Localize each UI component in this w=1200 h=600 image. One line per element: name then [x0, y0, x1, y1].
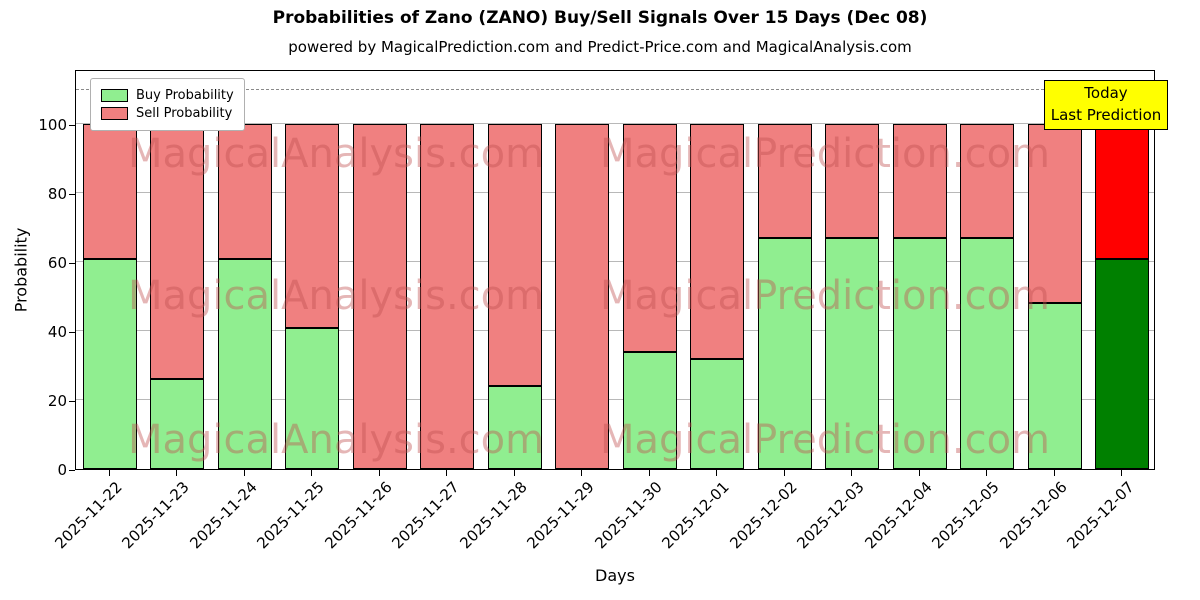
- sell-segment: [1095, 124, 1150, 259]
- x-tick-mark: [446, 470, 448, 476]
- buy-segment: [487, 386, 542, 469]
- y-tick-label: 20: [47, 392, 67, 411]
- stacked-bar: [352, 124, 407, 469]
- x-tick-mark: [986, 470, 988, 476]
- buy-segment: [1095, 258, 1150, 469]
- buy-segment: [892, 237, 947, 469]
- sell-segment: [555, 124, 610, 469]
- sell-segment: [487, 124, 542, 387]
- buy-segment: [757, 237, 812, 469]
- sell-segment: [757, 124, 812, 238]
- gridline: [76, 123, 1154, 125]
- y-tick-mark: [69, 470, 75, 471]
- stacked-bar: [1027, 124, 1082, 469]
- x-tick-mark: [243, 470, 245, 476]
- sell-segment: [285, 124, 340, 328]
- y-tick-label: 60: [47, 254, 67, 273]
- plot-area: [75, 70, 1155, 470]
- y-tick-mark: [69, 401, 75, 403]
- x-tick-mark: [1053, 470, 1055, 476]
- x-tick-mark: [311, 470, 313, 476]
- x-tick-mark: [108, 470, 110, 476]
- sell-segment: [1027, 124, 1082, 304]
- dashed-reference-line: [76, 88, 1154, 90]
- x-tick-mark: [581, 470, 583, 476]
- stacked-bar: [420, 124, 475, 469]
- buy-segment: [217, 258, 272, 469]
- buy-segment: [1027, 303, 1082, 469]
- gridline: [76, 399, 1154, 401]
- stacked-bar: [622, 124, 677, 469]
- x-tick-mark: [1121, 470, 1123, 476]
- buy-swatch-icon: [101, 89, 128, 102]
- buy-segment: [285, 327, 340, 469]
- buy-segment: [825, 237, 880, 469]
- stacked-bar: [555, 124, 610, 469]
- sell-segment: [825, 124, 880, 238]
- legend-buy-label: Buy Probability: [136, 88, 234, 103]
- chart-subtitle: powered by MagicalPrediction.com and Pre…: [288, 38, 912, 56]
- y-tick-mark: [69, 263, 75, 265]
- chart-title: Probabilities of Zano (ZANO) Buy/Sell Si…: [272, 8, 928, 28]
- gridline: [76, 261, 1154, 263]
- buy-segment: [690, 358, 745, 469]
- sell-segment: [622, 124, 677, 352]
- sell-segment: [420, 124, 475, 469]
- gridline: [76, 330, 1154, 332]
- stacked-bar: [150, 124, 205, 469]
- stacked-bar: [960, 124, 1015, 469]
- x-tick-mark: [648, 470, 650, 476]
- stacked-bar: [892, 124, 947, 469]
- legend-row-sell: Sell Probability: [101, 106, 234, 121]
- y-tick-mark: [69, 194, 75, 196]
- sell-segment: [892, 124, 947, 238]
- gridline: [76, 192, 1154, 194]
- y-tick-label: 40: [47, 323, 67, 342]
- y-tick-label: 80: [47, 185, 67, 204]
- stacked-bar: [690, 124, 745, 469]
- y-tick-label: 0: [57, 461, 67, 479]
- sell-segment: [150, 124, 205, 380]
- stacked-bar: [825, 124, 880, 469]
- x-tick-mark: [378, 470, 380, 476]
- today-annotation-box: Today Last Prediction: [1044, 80, 1168, 130]
- legend-sell-label: Sell Probability: [136, 106, 233, 121]
- legend: Buy Probability Sell Probability: [90, 78, 245, 131]
- x-tick-mark: [716, 470, 718, 476]
- stacked-bar: [82, 124, 137, 469]
- stacked-bar: [285, 124, 340, 469]
- annotation-line2: Last Prediction: [1050, 105, 1162, 124]
- buy-segment: [150, 379, 205, 469]
- legend-row-buy: Buy Probability: [101, 88, 234, 103]
- y-tick-label: 100: [38, 116, 67, 135]
- x-axis-label: Days: [595, 566, 635, 585]
- sell-segment: [217, 124, 272, 259]
- sell-segment: [960, 124, 1015, 238]
- x-tick-mark: [783, 470, 785, 476]
- y-tick-mark: [69, 125, 75, 127]
- x-tick-mark: [176, 470, 178, 476]
- x-tick-mark: [851, 470, 853, 476]
- buy-segment: [82, 258, 137, 469]
- x-tick-mark: [513, 470, 515, 476]
- y-tick-mark: [69, 332, 75, 334]
- sell-swatch-icon: [101, 107, 128, 120]
- stacked-bar: [1095, 124, 1150, 469]
- stacked-bar: [217, 124, 272, 469]
- stacked-bar: [757, 124, 812, 469]
- annotation-line1: Today: [1084, 84, 1128, 102]
- buy-segment: [622, 351, 677, 469]
- buy-segment: [960, 237, 1015, 469]
- sell-segment: [82, 124, 137, 259]
- x-tick-mark: [918, 470, 920, 476]
- stacked-bar: [487, 124, 542, 469]
- sell-segment: [352, 124, 407, 469]
- sell-segment: [690, 124, 745, 359]
